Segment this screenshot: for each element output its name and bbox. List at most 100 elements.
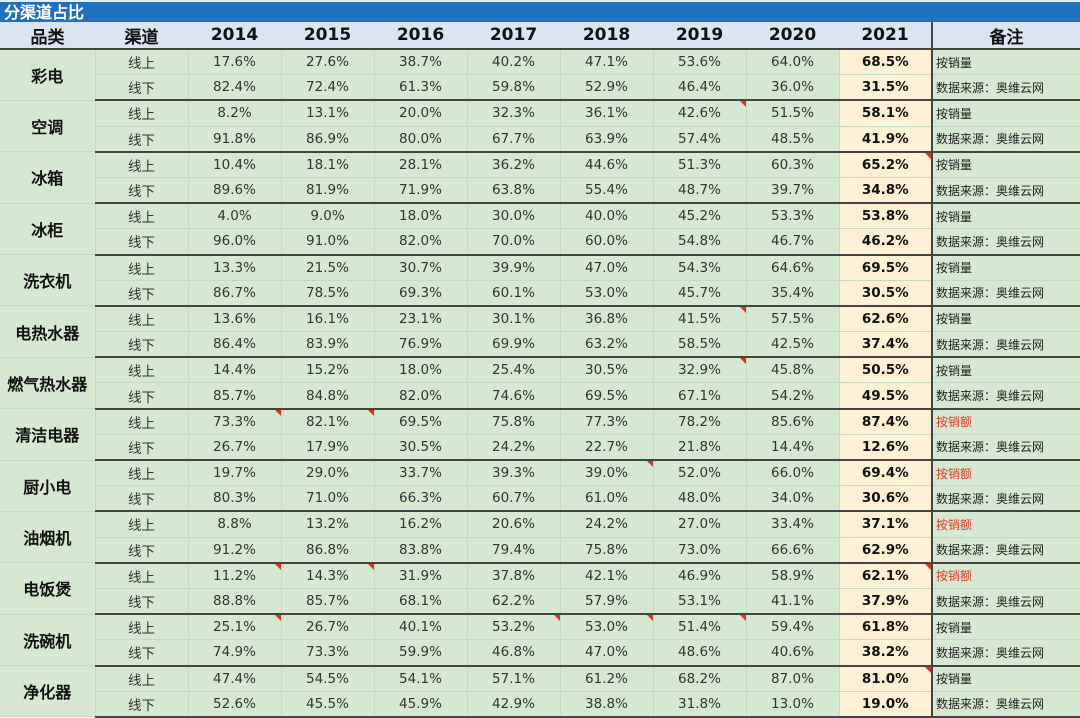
value-cell-2014[interactable]: 14.4% <box>188 357 282 384</box>
value-cell-2015[interactable]: 86.8% <box>281 537 375 564</box>
value-cell-2016[interactable]: 59.9% <box>374 639 468 667</box>
value-cell-2019[interactable]: 46.4% <box>653 74 747 102</box>
value-cell-2018[interactable]: 22.7% <box>560 434 654 461</box>
channel-cell[interactable]: 线下 <box>95 331 189 359</box>
note-cell[interactable]: 按销额 <box>931 562 1080 589</box>
header-category[interactable]: 品类 <box>0 22 95 50</box>
value-cell-2014[interactable]: 47.4% <box>188 665 282 692</box>
category-cell[interactable]: 油烟机 <box>0 511 96 564</box>
value-cell-2017[interactable]: 46.8% <box>467 639 561 667</box>
channel-cell[interactable]: 线下 <box>95 691 189 718</box>
note-cell[interactable]: 数据来源：奥维云网 <box>931 74 1080 102</box>
channel-cell[interactable]: 线下 <box>95 537 189 564</box>
value-cell-2020[interactable]: 42.5% <box>746 331 840 359</box>
note-cell[interactable]: 按销量 <box>931 254 1080 281</box>
value-cell-2014[interactable]: 4.0% <box>188 203 282 230</box>
note-cell[interactable]: 数据来源：奥维云网 <box>931 382 1080 410</box>
value-cell-2019[interactable]: 48.6% <box>653 639 747 667</box>
value-cell-2014[interactable]: 25.1% <box>188 614 282 641</box>
header-year-2017[interactable]: 2017 <box>467 22 560 50</box>
value-cell-2021[interactable]: 30.6% <box>839 485 933 513</box>
value-cell-2015[interactable]: 86.9% <box>281 126 375 153</box>
value-cell-2017[interactable]: 75.8% <box>467 408 561 435</box>
value-cell-2015[interactable]: 54.5% <box>281 665 375 692</box>
header-year-2019[interactable]: 2019 <box>653 22 746 50</box>
channel-cell[interactable]: 线上 <box>95 305 189 333</box>
value-cell-2021[interactable]: 30.5% <box>839 280 933 307</box>
note-cell[interactable]: 数据来源：奥维云网 <box>931 177 1080 205</box>
category-cell[interactable]: 电热水器 <box>0 305 96 358</box>
value-cell-2018[interactable]: 47.1% <box>560 49 654 76</box>
header-channel[interactable]: 渠道 <box>95 22 188 50</box>
value-cell-2017[interactable]: 69.9% <box>467 331 561 359</box>
channel-cell[interactable]: 线上 <box>95 511 189 538</box>
value-cell-2014[interactable]: 19.7% <box>188 460 282 487</box>
value-cell-2020[interactable]: 60.3% <box>746 151 840 178</box>
value-cell-2017[interactable]: 70.0% <box>467 228 561 256</box>
value-cell-2014[interactable]: 13.3% <box>188 254 282 281</box>
note-cell[interactable]: 按销额 <box>931 408 1080 435</box>
value-cell-2016[interactable]: 82.0% <box>374 382 468 410</box>
value-cell-2018[interactable]: 44.6% <box>560 151 654 178</box>
note-cell[interactable]: 数据来源：奥维云网 <box>931 537 1080 564</box>
channel-cell[interactable]: 线下 <box>95 228 189 256</box>
header-year-2020[interactable]: 2020 <box>746 22 839 50</box>
value-cell-2019[interactable]: 42.6% <box>653 100 747 127</box>
value-cell-2015[interactable]: 83.9% <box>281 331 375 359</box>
value-cell-2014[interactable]: 17.6% <box>188 49 282 76</box>
value-cell-2016[interactable]: 83.8% <box>374 537 468 564</box>
channel-cell[interactable]: 线上 <box>95 614 189 641</box>
value-cell-2020[interactable]: 85.6% <box>746 408 840 435</box>
value-cell-2016[interactable]: 68.1% <box>374 588 468 616</box>
channel-cell[interactable]: 线下 <box>95 280 189 307</box>
comment-marker-icon[interactable] <box>367 409 374 416</box>
category-cell[interactable]: 洗衣机 <box>0 254 96 307</box>
value-cell-2020[interactable]: 41.1% <box>746 588 840 616</box>
value-cell-2017[interactable]: 53.2% <box>467 614 561 641</box>
value-cell-2020[interactable]: 58.9% <box>746 562 840 589</box>
value-cell-2020[interactable]: 40.6% <box>746 639 840 667</box>
category-cell[interactable]: 冰柜 <box>0 203 96 256</box>
value-cell-2019[interactable]: 54.3% <box>653 254 747 281</box>
value-cell-2016[interactable]: 28.1% <box>374 151 468 178</box>
channel-cell[interactable]: 线下 <box>95 177 189 205</box>
value-cell-2017[interactable]: 39.3% <box>467 460 561 487</box>
channel-cell[interactable]: 线上 <box>95 562 189 589</box>
value-cell-2015[interactable]: 29.0% <box>281 460 375 487</box>
value-cell-2019[interactable]: 32.9% <box>653 357 747 384</box>
value-cell-2019[interactable]: 67.1% <box>653 382 747 410</box>
value-cell-2017[interactable]: 30.0% <box>467 203 561 230</box>
value-cell-2016[interactable]: 69.5% <box>374 408 468 435</box>
value-cell-2020[interactable]: 57.5% <box>746 305 840 333</box>
value-cell-2017[interactable]: 63.8% <box>467 177 561 205</box>
value-cell-2014[interactable]: 88.8% <box>188 588 282 616</box>
value-cell-2019[interactable]: 51.3% <box>653 151 747 178</box>
note-cell[interactable]: 按销量 <box>931 100 1080 127</box>
value-cell-2018[interactable]: 53.0% <box>560 280 654 307</box>
value-cell-2015[interactable]: 9.0% <box>281 203 375 230</box>
value-cell-2017[interactable]: 36.2% <box>467 151 561 178</box>
value-cell-2017[interactable]: 59.8% <box>467 74 561 102</box>
note-cell[interactable]: 按销量 <box>931 49 1080 76</box>
channel-cell[interactable]: 线下 <box>95 485 189 513</box>
value-cell-2018[interactable]: 24.2% <box>560 511 654 538</box>
value-cell-2018[interactable]: 61.2% <box>560 665 654 692</box>
value-cell-2020[interactable]: 64.0% <box>746 49 840 76</box>
value-cell-2015[interactable]: 27.6% <box>281 49 375 76</box>
value-cell-2016[interactable]: 31.9% <box>374 562 468 589</box>
category-cell[interactable]: 厨小电 <box>0 460 96 512</box>
value-cell-2018[interactable]: 55.4% <box>560 177 654 205</box>
channel-cell[interactable]: 线上 <box>95 665 189 692</box>
channel-cell[interactable]: 线上 <box>95 100 189 127</box>
value-cell-2021[interactable]: 38.2% <box>839 639 933 667</box>
note-cell[interactable]: 数据来源：奥维云网 <box>931 228 1080 256</box>
value-cell-2019[interactable]: 57.4% <box>653 126 747 153</box>
value-cell-2014[interactable]: 73.3% <box>188 408 282 435</box>
value-cell-2020[interactable]: 48.5% <box>746 126 840 153</box>
category-cell[interactable]: 冰箱 <box>0 151 96 204</box>
value-cell-2020[interactable]: 59.4% <box>746 614 840 641</box>
value-cell-2021[interactable]: 49.5% <box>839 382 933 410</box>
value-cell-2020[interactable]: 39.7% <box>746 177 840 205</box>
comment-marker-icon[interactable] <box>739 306 746 313</box>
value-cell-2021[interactable]: 62.1% <box>839 562 933 589</box>
